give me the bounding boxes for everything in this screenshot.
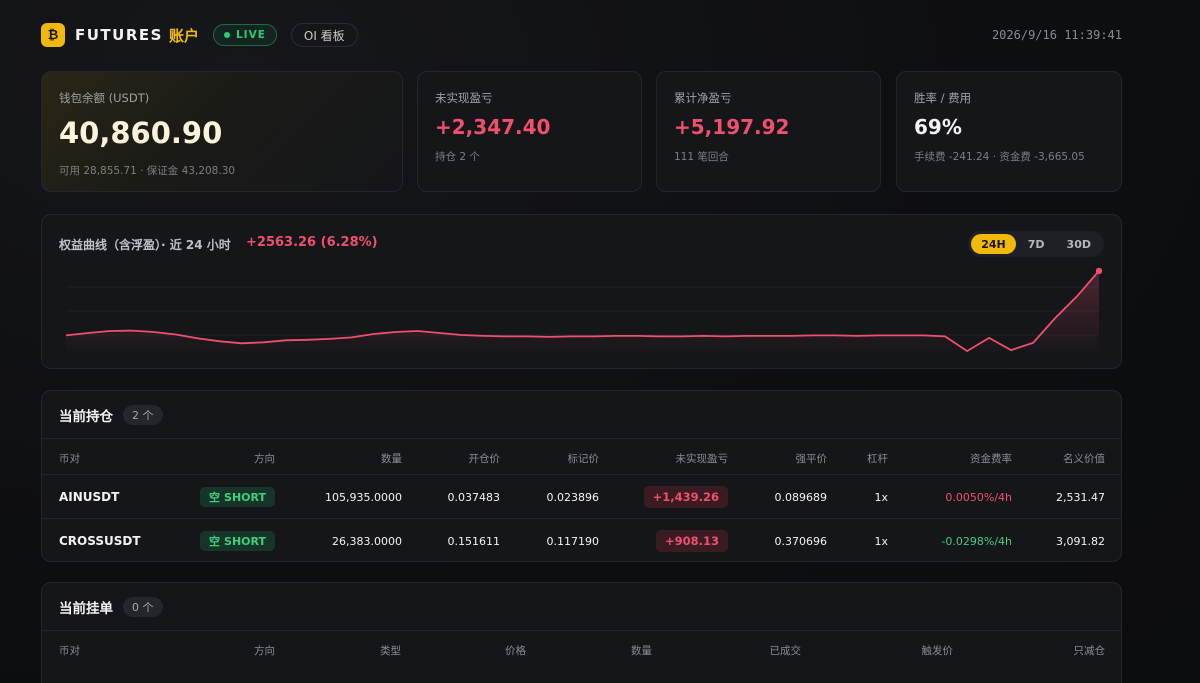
position-liq: 0.370696 (774, 535, 828, 548)
equity-area (66, 270, 1099, 355)
tab-30d[interactable]: 30D (1066, 237, 1091, 251)
position-funding: 0.0050%/4h (945, 491, 1012, 504)
unrealized-label: 未实现盈亏 (435, 91, 493, 105)
col-leverage: 杠杆 (867, 453, 888, 465)
timestamp: 2026/9/16 11:39:41 (991, 28, 1122, 42)
position-symbol: CROSSUSDT (59, 534, 141, 548)
tab-24h[interactable]: 24H (971, 234, 1016, 254)
side-badge: 空 SHORT (200, 487, 275, 507)
equity-curve-card: 权益曲线（含浮盈）· 近 24 小时 +2563.26 (6.28%) 24H … (41, 214, 1122, 369)
position-pnl: +1,439.26 (643, 486, 728, 508)
winrate-sub: 手续费 -241.24 · 资金费 -3,665.05 (914, 151, 1085, 163)
wallet-label: 钱包余额 (USDT) (59, 91, 150, 105)
position-notional: 2,531.47 (1056, 491, 1105, 504)
unrealized-pnl-card: 未实现盈亏 +2,347.40 持仓 2 个 (417, 71, 642, 192)
col-qty: 数量 (381, 453, 402, 465)
winrate-label: 胜率 / 费用 (914, 91, 972, 105)
col-price: 价格 (505, 645, 526, 657)
cumulative-label: 累计净盈亏 (674, 91, 732, 105)
equity-last-point (1095, 267, 1103, 275)
col-side: 方向 (254, 453, 275, 465)
side-badge: 空 SHORT (200, 531, 275, 551)
cumulative-sub: 111 笔回合 (674, 151, 729, 163)
col-symbol: 币对 (59, 645, 80, 657)
winrate-card: 胜率 / 费用 69% 手续费 -241.24 · 资金费 -3,665.05 (896, 71, 1122, 192)
position-mark: 0.023896 (546, 491, 600, 504)
positions-card: 当前持仓 2 个 币对 方向 数量 开仓价 标记价 未实现盈亏 强平价 杠杆 资… (41, 390, 1122, 562)
position-entry: 0.151611 (447, 535, 501, 548)
bitcoin-logo-icon: ₿ (41, 23, 65, 47)
col-entry: 开仓价 (468, 453, 501, 465)
open-orders-card: 当前挂单 0 个 币对 方向 类型 价格 数量 已成交 触发价 只减仓 (41, 582, 1122, 683)
col-side: 方向 (254, 645, 275, 657)
position-leverage: 1x (874, 491, 888, 504)
wallet-sub: 可用 28,855.71 · 保证金 43,208.30 (59, 165, 236, 177)
table-row[interactable]: AINUSDT 空 SHORT 105,935.0000 0.037483 0.… (42, 474, 1121, 518)
side-label: SHORT (224, 534, 266, 548)
col-qty: 数量 (631, 645, 652, 657)
col-symbol: 币对 (59, 453, 80, 465)
position-symbol: AINUSDT (59, 490, 120, 504)
position-funding: -0.0298%/4h (941, 535, 1012, 548)
col-reduce-only: 只减仓 (1073, 645, 1106, 657)
orders-count-badge: 0 个 (123, 597, 163, 617)
side-cn-label: 空 (209, 491, 221, 504)
live-badge: LIVE (212, 24, 277, 46)
wallet-balance-card: 钱包余额 (USDT) 40,860.90 可用 28,855.71 · 保证金… (41, 71, 403, 192)
brand-subtitle: 账户 (168, 26, 199, 45)
equity-change: +2563.26 (6.28%) (246, 235, 378, 250)
col-type: 类型 (380, 645, 401, 657)
cumulative-value: +5,197.92 (674, 115, 790, 139)
positions-count-badge: 2 个 (123, 405, 163, 425)
live-dot-icon (223, 32, 230, 38)
col-notional: 名义价值 (1063, 453, 1105, 465)
equity-line (65, 270, 1100, 353)
equity-title: 权益曲线（含浮盈）· 近 24 小时 (59, 238, 231, 252)
col-funding: 资金费率 (970, 453, 1012, 465)
side-cn-label: 空 (209, 535, 221, 548)
orders-header-row: 币对 方向 类型 价格 数量 已成交 触发价 只减仓 (42, 630, 1121, 666)
side-label: SHORT (224, 490, 266, 504)
cumulative-pnl-card: 累计净盈亏 +5,197.92 111 笔回合 (656, 71, 881, 192)
col-mark: 标记价 (567, 453, 600, 465)
table-row[interactable]: CROSSUSDT 空 SHORT 26,383.0000 0.151611 0… (42, 518, 1121, 562)
positions-header-row: 币对 方向 数量 开仓价 标记价 未实现盈亏 强平价 杠杆 资金费率 名义价值 (42, 438, 1121, 474)
brand-title: FUTURES (75, 26, 163, 44)
col-trigger: 触发价 (921, 645, 954, 657)
orders-title: 当前挂单 (59, 601, 113, 617)
col-pnl: 未实现盈亏 (675, 453, 729, 465)
position-qty: 26,383.0000 (332, 535, 402, 548)
wallet-value: 40,860.90 (59, 116, 223, 150)
position-qty: 105,935.0000 (325, 491, 402, 504)
position-notional: 3,091.82 (1056, 535, 1105, 548)
position-mark: 0.117190 (546, 535, 600, 548)
position-pnl: +908.13 (655, 530, 728, 552)
live-label: LIVE (235, 29, 266, 41)
position-leverage: 1x (874, 535, 888, 548)
oi-dashboard-button[interactable]: OI 看板 (290, 23, 358, 47)
equity-chart (65, 267, 1103, 355)
position-liq: 0.089689 (774, 491, 828, 504)
winrate-value: 69% (914, 115, 962, 139)
range-tabs: 24H 7D 30D (968, 231, 1104, 257)
tab-7d[interactable]: 7D (1027, 237, 1045, 251)
top-bar: ₿ FUTURES 账户 LIVE OI 看板 2026/9/16 11:39:… (41, 22, 1122, 48)
unrealized-value: +2,347.40 (435, 115, 551, 139)
col-liq: 强平价 (795, 453, 828, 465)
position-entry: 0.037483 (447, 491, 501, 504)
positions-title: 当前持仓 (59, 409, 113, 425)
unrealized-sub: 持仓 2 个 (435, 151, 480, 163)
col-filled: 已成交 (769, 645, 802, 657)
